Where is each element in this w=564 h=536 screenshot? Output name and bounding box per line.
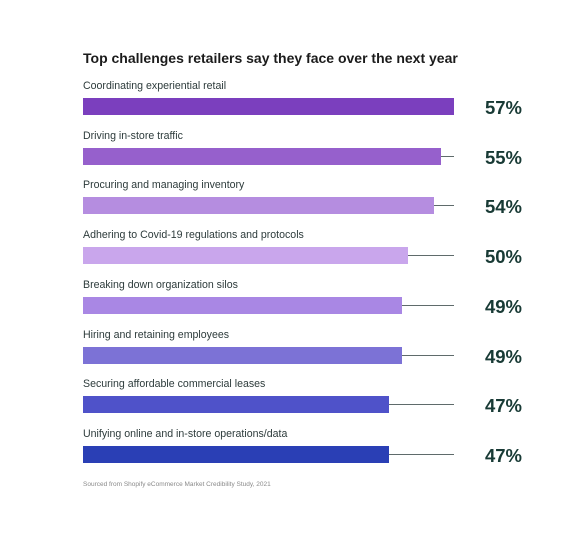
bar-row: Procuring and managing inventory 54%: [0, 179, 564, 229]
value-label: 47%: [484, 444, 522, 466]
category-label: Hiring and retaining employees: [83, 328, 230, 341]
category-label: Driving in-store traffic: [83, 129, 183, 142]
bar: [83, 396, 389, 414]
value-label: 47%: [484, 395, 522, 417]
bar-row: Unifying online and in-store operations/…: [0, 428, 564, 478]
leader-line: [388, 453, 454, 455]
category-label: Unifying online and in-store operations/…: [83, 427, 288, 440]
bar: [83, 445, 389, 463]
bar: [83, 197, 435, 215]
bar-row: Driving in-store traffic 55%: [0, 130, 564, 180]
bar-row: Coordinating experiential retail 57%: [0, 80, 564, 130]
bar: [83, 147, 441, 165]
category-label: Procuring and managing inventory: [83, 179, 245, 192]
category-label: Securing affordable commercial leases: [83, 378, 266, 391]
value-label: 49%: [484, 295, 522, 317]
value-label: 57%: [484, 97, 522, 118]
bar-row: Adhering to Covid-19 regulations and pro…: [0, 229, 564, 279]
value-label: 54%: [484, 196, 522, 218]
leader-line: [401, 304, 454, 306]
bar: [83, 98, 454, 115]
leader-line: [408, 255, 454, 257]
value-label: 49%: [484, 345, 522, 367]
leader-line: [401, 354, 454, 356]
leader-line: [434, 205, 454, 207]
bar: [83, 296, 402, 314]
leader-line: [388, 404, 454, 406]
category-label: Coordinating experiential retail: [83, 80, 227, 92]
bar-row: Breaking down organization silos 49%: [0, 279, 564, 329]
category-label: Adhering to Covid-19 regulations and pro…: [83, 229, 304, 242]
value-label: 50%: [484, 246, 522, 268]
bar-row: Hiring and retaining employees 49%: [0, 329, 564, 379]
source-note: Sourced from Shopify eCommerce Market Cr…: [83, 481, 271, 488]
leader-line: [440, 155, 454, 157]
category-label: Breaking down organization silos: [83, 278, 238, 291]
value-label: 55%: [484, 146, 522, 168]
bar: [83, 346, 402, 364]
bar-row: Securing affordable commercial leases 47%: [0, 378, 564, 428]
chart-title: Top challenges retailers say they face o…: [83, 50, 458, 66]
bar: [83, 247, 409, 265]
